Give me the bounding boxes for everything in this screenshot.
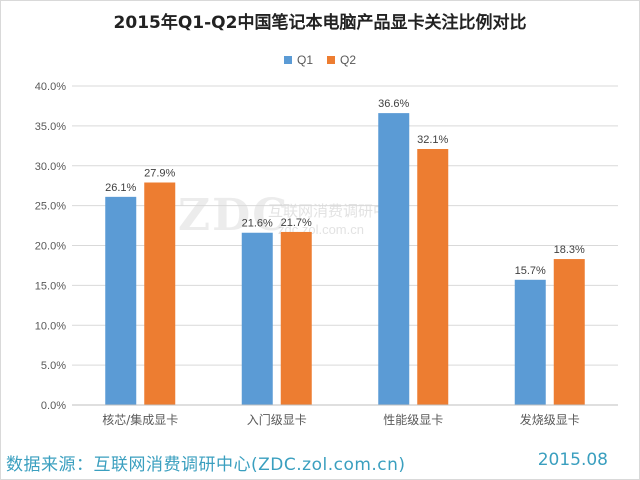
y-tick-label: 25.0%: [35, 201, 66, 213]
legend-label-q2: Q2: [340, 53, 357, 67]
data-label: 32.1%: [417, 134, 448, 146]
y-tick-label: 20.0%: [35, 241, 66, 253]
legend-label-q1: Q1: [296, 53, 313, 67]
bar-q2: [553, 259, 585, 405]
x-tick-label: 入门级显卡: [247, 412, 307, 427]
legend: Q1 Q2: [0, 53, 640, 67]
date-label: 2015.08: [537, 450, 608, 470]
bar-q1: [378, 113, 410, 406]
legend-swatch-q1: [283, 56, 292, 64]
data-label: 21.7%: [281, 217, 312, 229]
data-label: 26.1%: [105, 182, 136, 194]
x-tick-label: 核芯/集成显卡: [102, 412, 178, 427]
data-label: 18.3%: [554, 244, 585, 256]
x-tick-label: 发烧级显卡: [520, 412, 580, 427]
watermark-logo: ZDC: [178, 190, 290, 241]
y-tick-label: 5.0%: [41, 360, 66, 372]
bar-q2: [417, 149, 449, 405]
data-label: 27.9%: [144, 167, 175, 179]
source-note: 数据来源：互联网消费调研中心(ZDC.zol.com.cn): [6, 455, 406, 475]
bar-q2: [280, 231, 312, 405]
bar-q2: [144, 182, 176, 405]
legend-swatch-q2: [327, 56, 335, 64]
chart-title: 2015年Q1-Q2中国笔记本电脑产品显卡关注比例对比: [113, 13, 527, 33]
data-label: 21.6%: [242, 218, 273, 230]
bar-q1: [105, 196, 137, 405]
y-tick-label: 15.0%: [35, 280, 66, 292]
y-tick-label: 40.0%: [35, 81, 66, 93]
x-tick-label: 性能级显卡: [383, 413, 443, 427]
y-tick-label: 0.0%: [41, 400, 66, 412]
y-tick-label: 35.0%: [35, 121, 66, 133]
data-label: 36.6%: [378, 98, 409, 110]
legend-item-q2: Q2: [327, 53, 356, 67]
y-tick-label: 30.0%: [35, 161, 66, 173]
bar-q1: [514, 279, 546, 405]
legend-item-q1: Q1: [283, 53, 313, 67]
data-label: 15.7%: [515, 265, 546, 277]
y-tick-label: 10.0%: [35, 320, 66, 332]
bar-q1: [241, 232, 273, 405]
watermark-name: 互联网消费调研中心: [268, 203, 404, 220]
